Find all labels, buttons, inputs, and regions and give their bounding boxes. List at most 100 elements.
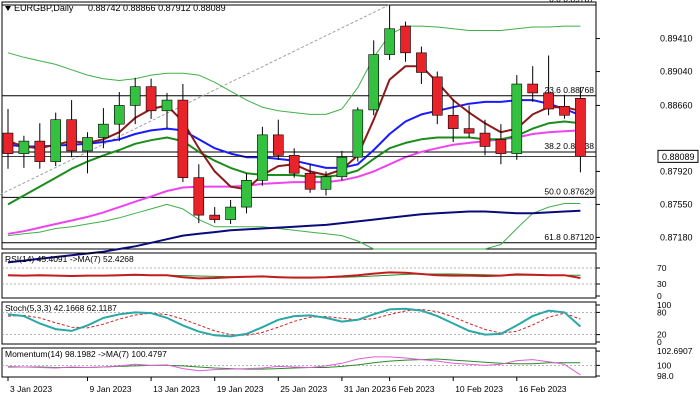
candle-12 [193, 164, 205, 224]
candle-14 [225, 199, 236, 225]
rsi-axis-group-tick-label-2: 0 [657, 291, 662, 301]
navy-ma-line [7, 209, 581, 264]
candle-body [34, 140, 46, 162]
candle-body [416, 52, 427, 73]
candle-body [288, 155, 300, 174]
candle-27 [431, 71, 443, 125]
rsi-axis: 70 30 0 [596, 263, 667, 301]
date-tick-label-6: 6 Feb 2023 [392, 384, 435, 394]
momentum-lines [2, 356, 596, 376]
stoch-panel-frame [1, 301, 597, 345]
ohlc-readout: 0.88742 0.88866 0.87912 0.88089 [88, 3, 226, 13]
stoch-k-line [7, 307, 582, 338]
fib-label-0: 0.0 0.89787 [549, 0, 594, 4]
candle-body [114, 105, 125, 125]
candle-body [431, 76, 443, 116]
candle-body [368, 54, 380, 111]
candle-body [352, 109, 364, 158]
candle-body [177, 99, 189, 178]
candle-body [527, 83, 539, 94]
candle-0 [2, 109, 14, 169]
candle-28 [447, 99, 459, 142]
candle-body [193, 177, 205, 216]
stoch-axis-group-tick-label-0: 100 [657, 300, 671, 310]
candle-33 [527, 66, 539, 102]
candle-18 [288, 148, 300, 178]
candle-35 [559, 94, 570, 119]
mom-axis-group-tick-label-0: 102.6907 [657, 346, 693, 356]
price-tick-label-5: 0.87180 [660, 232, 693, 242]
bollinger-upper-line [7, 25, 581, 115]
fib-label-3: 50.0 0.87629 [544, 186, 594, 196]
candle-11 [177, 84, 189, 183]
candle-body [98, 123, 109, 138]
candle-body [575, 98, 586, 157]
momentum-line [7, 356, 581, 376]
fib-levels: 0.0 0.89787 23.6 0.88768 38.2 0.88138 50.0 … [2, 0, 596, 244]
price-tick-label-1: 0.89040 [660, 67, 693, 77]
price-tick-label-3: 0.87920 [660, 166, 693, 176]
candle-29 [463, 105, 475, 138]
bollinger-lower-line [7, 203, 581, 250]
date-tick-label-3: 19 Jan 2023 [217, 384, 264, 394]
stoch-lines [2, 307, 596, 338]
candle-17 [272, 119, 284, 160]
candle-body [543, 92, 554, 110]
candle-31 [495, 124, 507, 165]
candle-3 [50, 112, 62, 167]
date-axis: 3 Jan 2023 9 Jan 2023 13 Jan 2023 19 Jan 20… [7, 377, 567, 394]
stoch-axis-group-tick-label-3: 0 [657, 337, 662, 347]
candle-21 [336, 150, 348, 181]
mom-axis-group-tick-label-2: 98.0 [657, 371, 674, 381]
candle-24 [384, 4, 395, 60]
candle-5 [82, 132, 93, 174]
candle-body [129, 86, 141, 106]
candle-body [384, 28, 395, 55]
candle-body [495, 139, 507, 154]
candles [2, 4, 586, 225]
candle-30 [479, 119, 491, 156]
candle-body [82, 137, 93, 152]
stoch-label: Stoch(5,3,3) 42.1668 62.1187 [5, 303, 117, 313]
candle-8 [129, 77, 141, 125]
fib-label-1: 23.6 0.88768 [544, 85, 594, 95]
candle-body [447, 114, 459, 129]
candle-body [400, 25, 411, 54]
stoch-axis-group-tick-label-1: 80 [657, 307, 667, 317]
price-axis: 0.89410 0.89040 0.88660 0.87920 0.87550 0.871… [596, 34, 699, 242]
candle-body [241, 180, 252, 208]
collapse-triangle-icon[interactable] [5, 6, 11, 11]
price-tick-label-4: 0.87550 [660, 199, 693, 209]
price-panel: 0.0 0.89787 23.6 0.88768 38.2 0.88138 50.0 … [0, 0, 699, 264]
rsi-axis-group-tick-label-0: 70 [657, 263, 667, 273]
rsi-panel: 70 30 0 RSI(14) 45.4091 ->MA(7) 52.4268 [1, 252, 667, 301]
candle-body [336, 156, 348, 178]
candle-2 [34, 123, 46, 169]
candle-9 [145, 78, 157, 119]
current-price-box [657, 149, 699, 163]
date-tick-label-0: 3 Jan 2023 [10, 384, 52, 394]
candle-26 [416, 46, 427, 85]
symbol-label: EURGBP,Daily [14, 3, 74, 13]
momentum-panel-frame [1, 347, 597, 378]
candle-body [2, 132, 14, 154]
rsi-label: RSI(14) 45.4091 ->MA(7) 52.4268 [5, 254, 134, 264]
candle-1 [18, 135, 30, 168]
candle-36 [575, 87, 586, 173]
candle-body [161, 99, 173, 112]
fib-label-4: 61.8 0.87120 [544, 232, 594, 242]
candle-body [257, 134, 268, 181]
candle-6 [98, 108, 109, 149]
candle-body [50, 119, 62, 162]
candle-23 [368, 40, 380, 116]
candle-body [66, 119, 77, 152]
candle-20 [320, 171, 332, 196]
candle-13 [209, 207, 220, 224]
candle-body [18, 140, 30, 154]
price-panel-frame [1, 1, 597, 250]
stoch-axis-group-tick-label-2: 20 [657, 330, 667, 340]
